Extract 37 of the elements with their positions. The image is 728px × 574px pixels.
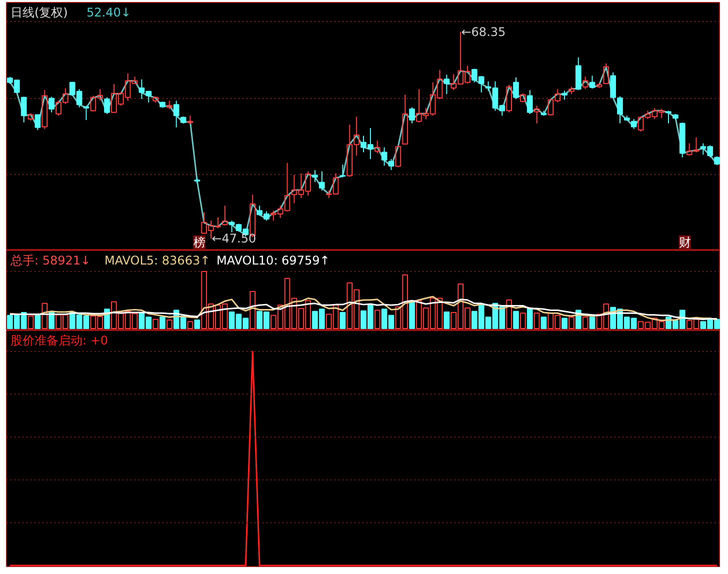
bar <box>568 316 574 329</box>
bar <box>513 310 519 329</box>
candlestick <box>48 96 54 113</box>
bar <box>526 307 533 329</box>
annotation: 财 <box>678 236 691 250</box>
candlestick <box>444 74 450 95</box>
bar <box>194 319 200 329</box>
bar <box>444 311 450 329</box>
bar <box>506 300 512 329</box>
candlestick <box>534 105 540 124</box>
chart-title: 日线(复权) <box>10 6 68 20</box>
bar <box>374 310 380 329</box>
bar <box>540 316 547 329</box>
candlestick <box>20 96 27 123</box>
bar <box>340 312 346 329</box>
bar <box>28 315 34 329</box>
bar <box>409 301 415 329</box>
annotation: 榜 <box>193 236 206 250</box>
annotation: ←47.50 <box>212 232 256 246</box>
bar <box>160 316 166 329</box>
text: MAVOL10: 69759↑ <box>216 254 330 268</box>
bar <box>166 319 172 329</box>
bar <box>187 321 194 329</box>
text: MAVOL5: 83663↑ <box>104 254 210 268</box>
bar <box>582 316 588 329</box>
bar <box>520 312 526 329</box>
bar <box>250 290 256 329</box>
text: 总手: 58921↓ <box>10 254 91 268</box>
bar <box>589 316 596 329</box>
bar <box>42 302 48 329</box>
candlestick <box>312 170 318 183</box>
bar <box>534 312 540 329</box>
bar <box>562 318 568 329</box>
bar <box>152 318 158 329</box>
chart-subtitle: 52.40↓ <box>86 6 131 20</box>
annotation: ←68.35 <box>461 24 506 39</box>
text: 股价准备启动: +0 <box>10 334 108 348</box>
